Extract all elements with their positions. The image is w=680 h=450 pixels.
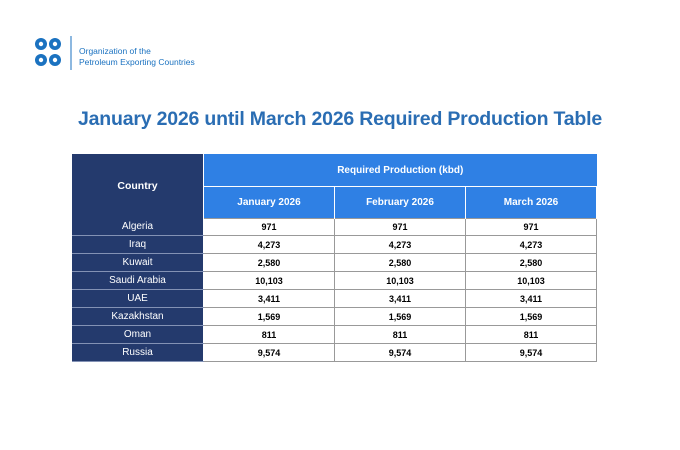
country-cell: UAE xyxy=(72,289,204,308)
table-row: Russia 9,574 9,574 9,574 xyxy=(72,343,597,362)
org-line: Petroleum Exporting Countries xyxy=(79,57,195,67)
table-row: Algeria 971 971 971 xyxy=(72,217,597,236)
column-header: March 2026 xyxy=(465,186,597,218)
value-cell: 971 xyxy=(334,217,466,236)
country-header: Country xyxy=(72,154,204,218)
org-name: Organization of the Petroleum Exporting … xyxy=(79,46,195,68)
value-cell: 4,273 xyxy=(465,235,597,254)
table-row: Iraq 4,273 4,273 4,273 xyxy=(72,235,597,254)
value-cell: 2,580 xyxy=(203,253,335,272)
value-cell: 1,569 xyxy=(334,307,466,326)
value-cell: 971 xyxy=(203,217,335,236)
logo xyxy=(35,36,72,70)
value-cell: 9,574 xyxy=(334,343,466,362)
value-cell: 9,574 xyxy=(465,343,597,362)
value-cell: 3,411 xyxy=(334,289,466,308)
value-cell: 2,580 xyxy=(334,253,466,272)
value-cell: 4,273 xyxy=(334,235,466,254)
value-cell: 10,103 xyxy=(203,271,335,290)
value-cell: 3,411 xyxy=(203,289,335,308)
production-table: Country Required Production (kbd) January … xyxy=(72,154,597,362)
table-row: Kazakhstan 1,569 1,569 1,569 xyxy=(72,307,597,326)
country-cell: Saudi Arabia xyxy=(72,271,204,290)
column-header: January 2026 xyxy=(203,186,335,218)
table-row: Saudi Arabia 10,103 10,103 10,103 xyxy=(72,271,597,290)
table-row: UAE 3,411 3,411 3,411 xyxy=(72,289,597,308)
table-row: Kuwait 2,580 2,580 2,580 xyxy=(72,253,597,272)
table-row: Oman 811 811 811 xyxy=(72,325,597,344)
title: January 2026 until March 2026 Required P… xyxy=(78,108,602,130)
country-cell: Russia xyxy=(72,343,204,362)
header-row: January 2026 February 2026 March 2026 xyxy=(72,186,597,218)
column-header: February 2026 xyxy=(334,186,466,218)
value-cell: 811 xyxy=(334,325,466,344)
value-cell: 811 xyxy=(203,325,335,344)
value-cell: 4,273 xyxy=(203,235,335,254)
group-header: Required Production (kbd) xyxy=(203,154,597,188)
country-cell: Kuwait xyxy=(72,253,204,272)
country-cell: Algeria xyxy=(72,218,204,236)
org-line: Organization of the xyxy=(79,46,151,56)
country-cell: Iraq xyxy=(72,235,204,254)
value-cell: 1,569 xyxy=(465,307,597,326)
value-cell: 9,574 xyxy=(203,343,335,362)
country-cell: Kazakhstan xyxy=(72,307,204,326)
value-cell: 811 xyxy=(465,325,597,344)
header-row: Country Required Production (kbd) xyxy=(72,154,597,218)
value-cell: 1,569 xyxy=(203,307,335,326)
value-cell: 3,411 xyxy=(465,289,597,308)
value-cell: 10,103 xyxy=(334,271,466,290)
country-cell: Oman xyxy=(72,325,204,344)
value-cell: 10,103 xyxy=(465,271,597,290)
value-cell: 2,580 xyxy=(465,253,597,272)
value-cell: 971 xyxy=(465,217,597,236)
